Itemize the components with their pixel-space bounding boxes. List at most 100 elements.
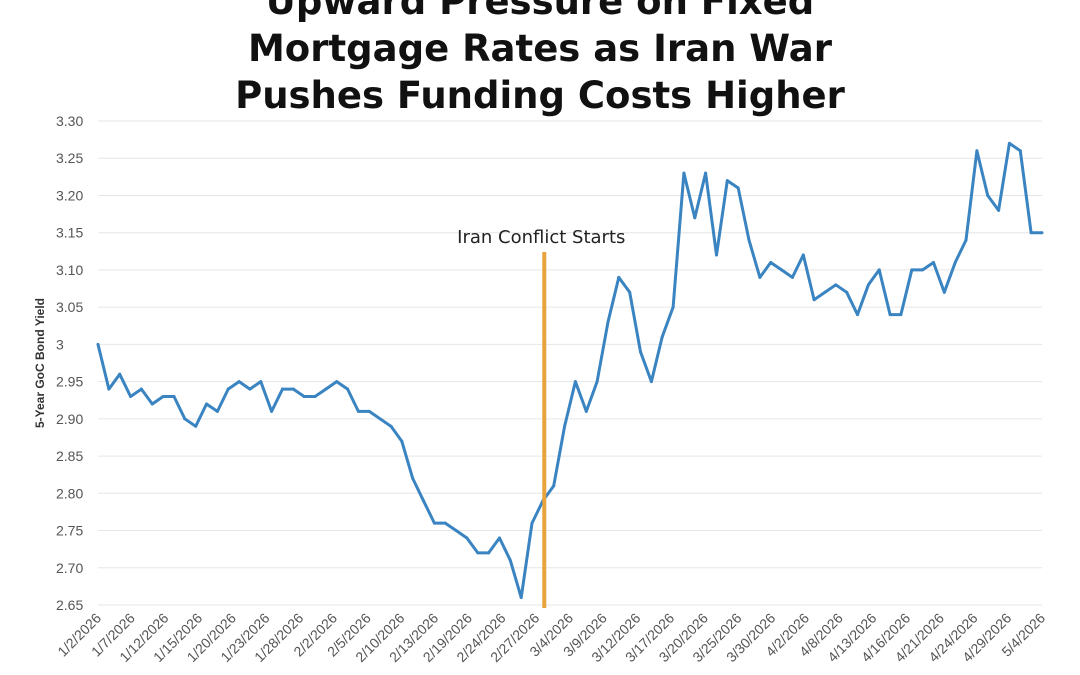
data-point (780, 268, 784, 272)
y-tick-label: 2.65 (56, 597, 83, 613)
data-point (931, 260, 935, 264)
y-tick-label: 2.75 (56, 523, 83, 539)
data-point (183, 417, 187, 421)
data-point (866, 283, 870, 287)
data-point (519, 596, 523, 600)
data-point (573, 380, 577, 384)
chart-title-line-1: Upward Pressure on Fixed (265, 0, 815, 23)
data-point (291, 387, 295, 391)
y-axis-ticks: 2.65 2.70 2.75 2.80 2.85 2.90 2.95 3 3.05 3.10 3.1… (56, 113, 83, 613)
data-point (129, 395, 133, 399)
chart-title: Upward Pressure on Fixed Mortgage Rates … (0, 0, 1080, 119)
data-point (649, 380, 653, 384)
data-point (422, 499, 426, 503)
data-point (378, 417, 382, 421)
data-point (497, 536, 501, 540)
data-point (714, 253, 718, 257)
data-point (834, 283, 838, 287)
data-point (986, 193, 990, 197)
data-point (389, 424, 393, 428)
data-point (476, 551, 480, 555)
y-tick-label: 2.85 (56, 448, 83, 464)
data-point (443, 521, 447, 525)
chart-title-line-2: Mortgage Rates as Iran War (247, 27, 832, 70)
y-tick-label: 2.90 (56, 411, 83, 427)
data-point (454, 529, 458, 533)
data-point (237, 380, 241, 384)
data-point (888, 313, 892, 317)
data-point (606, 320, 610, 324)
data-point (758, 275, 762, 279)
data-point (790, 275, 794, 279)
data-point (671, 305, 675, 309)
y-tick-label: 3.10 (56, 262, 83, 278)
annotation-layer: Iran Conflict Starts (457, 227, 625, 608)
data-point (997, 208, 1001, 212)
data-point (508, 558, 512, 562)
data-point (346, 387, 350, 391)
data-point (1018, 149, 1022, 153)
y-tick-label: 2.70 (56, 560, 83, 576)
data-point (639, 350, 643, 354)
data-point (942, 290, 946, 294)
data-point (139, 387, 143, 391)
y-tick-label: 2.95 (56, 374, 83, 390)
data-point (205, 402, 209, 406)
data-point (910, 268, 914, 272)
y-tick-label: 3 (56, 336, 64, 352)
data-point (1029, 231, 1033, 235)
y-tick-label: 3.20 (56, 187, 83, 203)
x-axis-ticks: 1/2/20261/7/20261/12/20261/15/20261/20/2… (54, 610, 1048, 666)
series-line (96, 141, 1042, 600)
data-point (617, 275, 621, 279)
data-point (682, 171, 686, 175)
data-point (150, 402, 154, 406)
y-tick-label: 3.15 (56, 225, 83, 241)
data-point (856, 313, 860, 317)
data-point (411, 476, 415, 480)
data-point (801, 253, 805, 257)
data-point (248, 387, 252, 391)
data-point (899, 313, 903, 317)
data-point (921, 268, 925, 272)
data-point (563, 424, 567, 428)
y-axis-title: 5-Year GoC Bond Yield (33, 298, 47, 428)
data-point (584, 409, 588, 413)
data-point (302, 395, 306, 399)
data-point (552, 484, 556, 488)
chart-title-line-3: Pushes Funding Costs Higher (235, 74, 845, 117)
data-point (964, 238, 968, 242)
data-point (400, 439, 404, 443)
data-point (465, 536, 469, 540)
data-point (1007, 141, 1011, 145)
data-point (335, 380, 339, 384)
data-point (693, 216, 697, 220)
data-point (725, 179, 729, 183)
data-point (280, 387, 284, 391)
data-point (432, 521, 436, 525)
data-point (736, 186, 740, 190)
data-point (704, 171, 708, 175)
data-point (769, 260, 773, 264)
data-point (118, 372, 122, 376)
data-point (259, 380, 263, 384)
data-point (270, 409, 274, 413)
data-point (845, 290, 849, 294)
data-point (356, 409, 360, 413)
data-point (313, 395, 317, 399)
data-point (96, 342, 100, 346)
data-point (660, 335, 664, 339)
y-tick-label: 3.30 (56, 113, 83, 129)
data-point (324, 387, 328, 391)
annotation-label: Iran Conflict Starts (457, 227, 625, 248)
y-tick-label: 3.05 (56, 299, 83, 315)
data-point (194, 424, 198, 428)
data-point (975, 149, 979, 153)
data-point (107, 387, 111, 391)
series-layer (96, 141, 1044, 600)
data-point (215, 409, 219, 413)
data-point (530, 521, 534, 525)
y-tick-label: 3.25 (56, 150, 83, 166)
data-point (747, 238, 751, 242)
